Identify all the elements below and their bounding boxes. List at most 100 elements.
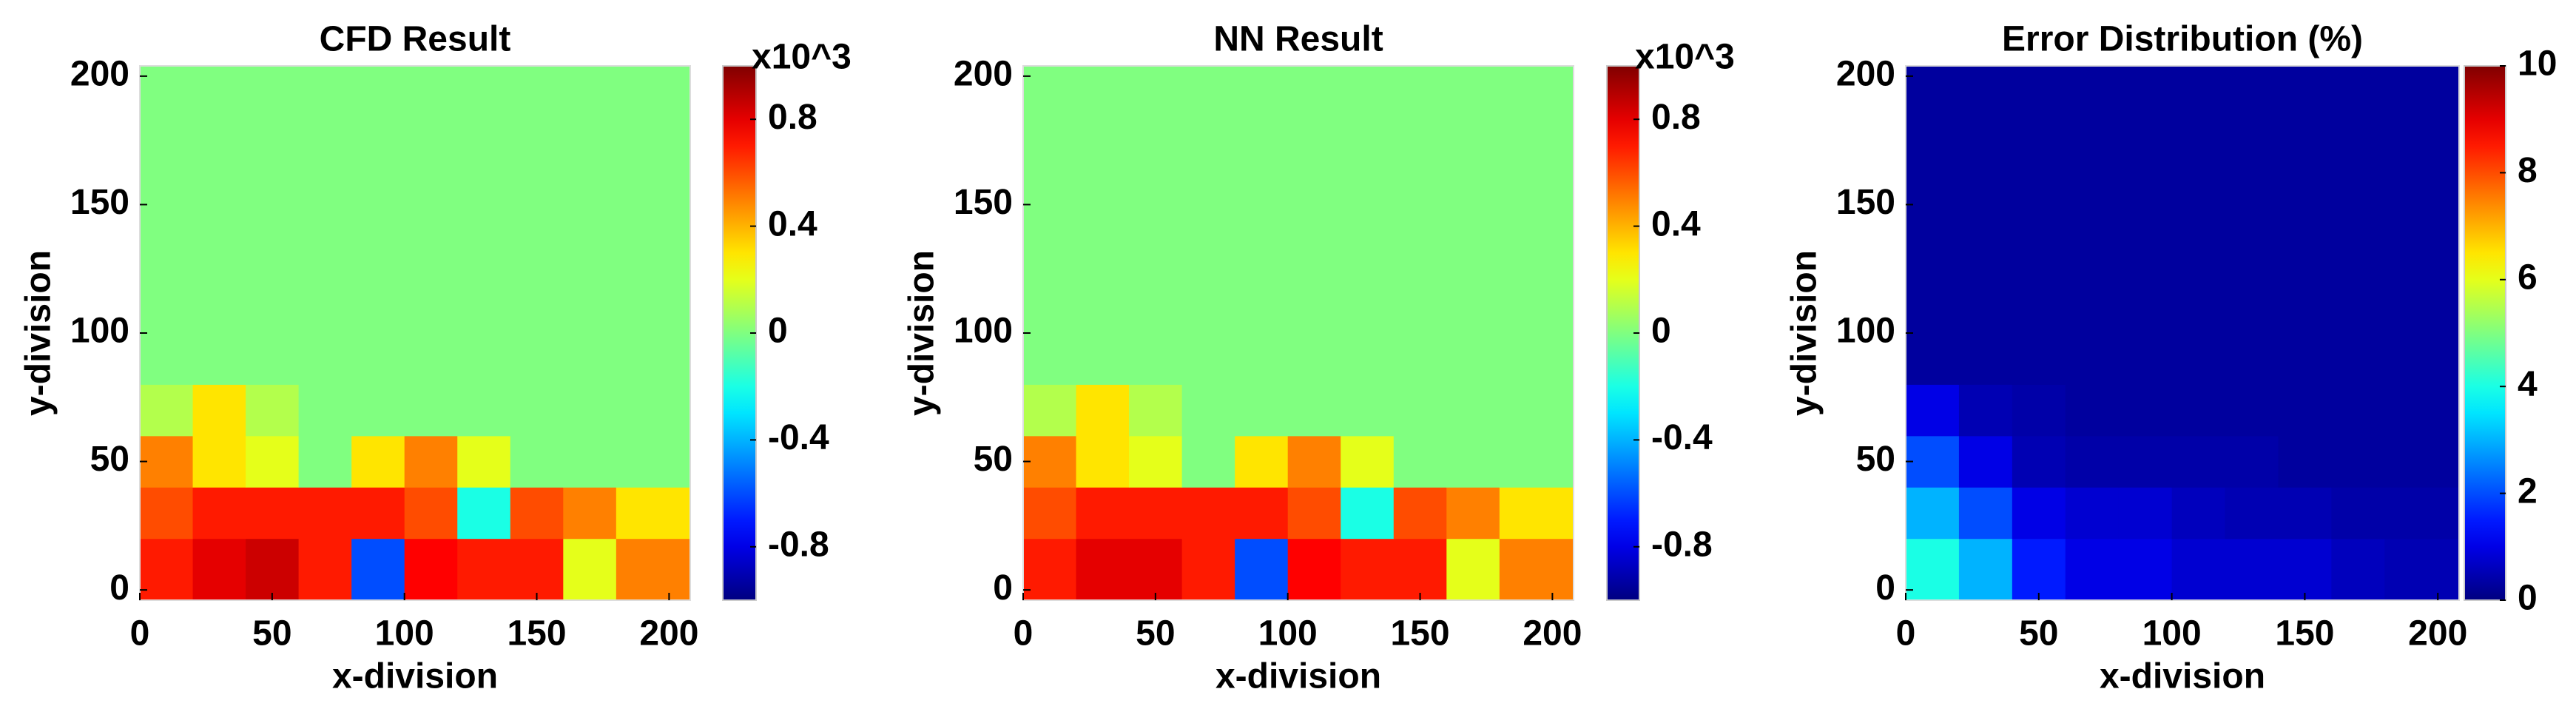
- heat-cell: [563, 66, 617, 128]
- x-tick-label: 0: [130, 614, 150, 653]
- heat-cell: [563, 230, 617, 283]
- heat-cell: [2331, 178, 2385, 231]
- heat-cell: [2331, 538, 2385, 601]
- heat-cell: [1181, 281, 1235, 334]
- heat-cell: [1906, 538, 1960, 601]
- y-tick-label: 200: [954, 55, 1013, 94]
- x-tick-label: 150: [2275, 614, 2334, 653]
- heat-cell: [2065, 66, 2120, 128]
- heat-cell: [1076, 127, 1130, 180]
- heat-cell: [2225, 435, 2279, 488]
- heat-cell: [1341, 66, 1395, 128]
- heat-cell: [246, 230, 300, 283]
- heat-cell: [2065, 178, 2120, 231]
- heat-cell: [2118, 281, 2173, 334]
- heat-cell: [563, 178, 617, 231]
- heat-cell: [1499, 333, 1574, 385]
- y-axis-label: y-division: [19, 250, 58, 416]
- heat-cell: [2065, 281, 2120, 334]
- heat-cell: [457, 487, 511, 540]
- colorbar-tick-label: 8: [2518, 151, 2538, 190]
- heat-cell: [298, 333, 352, 385]
- heat-cell: [2065, 538, 2120, 601]
- heat-cell: [616, 127, 691, 180]
- heat-cell: [616, 281, 691, 334]
- heat-cell: [404, 435, 458, 488]
- heat-cell: [1129, 178, 1183, 231]
- heat-cell: [1906, 384, 1960, 437]
- heat-cell: [1446, 538, 1500, 601]
- x-tick-label: 0: [1896, 614, 1916, 653]
- heat-cell: [1129, 127, 1183, 180]
- heat-cell: [510, 384, 564, 437]
- chart-title: Error Distribution (%): [2002, 20, 2363, 59]
- heat-cell: [2278, 538, 2332, 601]
- chart-title: CFD Result: [320, 20, 511, 59]
- heat-cell: [510, 66, 564, 128]
- heat-cell: [140, 230, 194, 283]
- heat-cell: [246, 487, 300, 540]
- heat-cell: [1129, 333, 1183, 385]
- heat-cell: [140, 538, 194, 601]
- colorbar-tick-label: -0.8: [1651, 525, 1713, 564]
- heat-cell: [2171, 333, 2226, 385]
- heat-cell: [2331, 487, 2385, 540]
- heat-cell: [246, 333, 300, 385]
- heat-cell: [1499, 487, 1574, 540]
- heat-cell: [457, 66, 511, 128]
- colorbar-tick-label: 0: [2518, 579, 2538, 618]
- heat-cell: [1023, 66, 1077, 128]
- heat-cell: [1341, 435, 1395, 488]
- heat-cell: [1235, 127, 1289, 180]
- x-tick-label: 100: [2142, 614, 2202, 653]
- heat-cell: [140, 178, 194, 231]
- heat-cell: [1499, 281, 1574, 334]
- heat-cell: [1393, 281, 1447, 334]
- heat-cell: [1341, 230, 1395, 283]
- colorbar-tick-label: 0: [768, 312, 788, 351]
- y-tick-label: 150: [70, 183, 129, 222]
- heat-cell: [1181, 230, 1235, 283]
- heat-cell: [1235, 435, 1289, 488]
- heat-cell: [2384, 435, 2460, 488]
- heat-cell: [140, 487, 194, 540]
- heat-cell: [1023, 127, 1077, 180]
- heat-cell: [140, 127, 194, 180]
- heat-cell: [1499, 538, 1574, 601]
- heat-cell: [2118, 230, 2173, 283]
- heat-cell: [1076, 230, 1130, 283]
- heat-cell: [1181, 127, 1235, 180]
- heat-cell: [2278, 178, 2332, 231]
- heat-cell: [563, 538, 617, 601]
- heat-cell: [2225, 178, 2279, 231]
- heat-cell: [404, 384, 458, 437]
- heat-cell: [246, 384, 300, 437]
- heat-cell: [1129, 281, 1183, 334]
- heat-cell: [1129, 384, 1183, 437]
- colorbar: [2464, 65, 2506, 601]
- heat-cell: [1499, 384, 1574, 437]
- colorbar-tick-label: 0.4: [768, 204, 817, 243]
- heat-cell: [351, 538, 405, 601]
- x-axis-label: x-division: [1215, 657, 1381, 696]
- heat-cell: [1341, 487, 1395, 540]
- heat-cell: [1023, 178, 1077, 231]
- heat-cell: [1129, 66, 1183, 128]
- heat-cell: [457, 333, 511, 385]
- heat-cell: [351, 178, 405, 231]
- heat-cell: [1446, 230, 1500, 283]
- heat-cell: [192, 333, 246, 385]
- heat-cell: [457, 230, 511, 283]
- heat-cell: [1023, 230, 1077, 283]
- heat-cell: [2278, 435, 2332, 488]
- heat-cell: [140, 435, 194, 488]
- colorbar-tick-label: -0.8: [768, 525, 829, 564]
- heat-cell: [510, 127, 564, 180]
- heat-cell: [457, 538, 511, 601]
- heat-cell: [1287, 230, 1341, 283]
- heat-cell: [192, 435, 246, 488]
- heat-cell: [1129, 435, 1183, 488]
- heat-cell: [1076, 66, 1130, 128]
- heat-cell: [1023, 435, 1077, 488]
